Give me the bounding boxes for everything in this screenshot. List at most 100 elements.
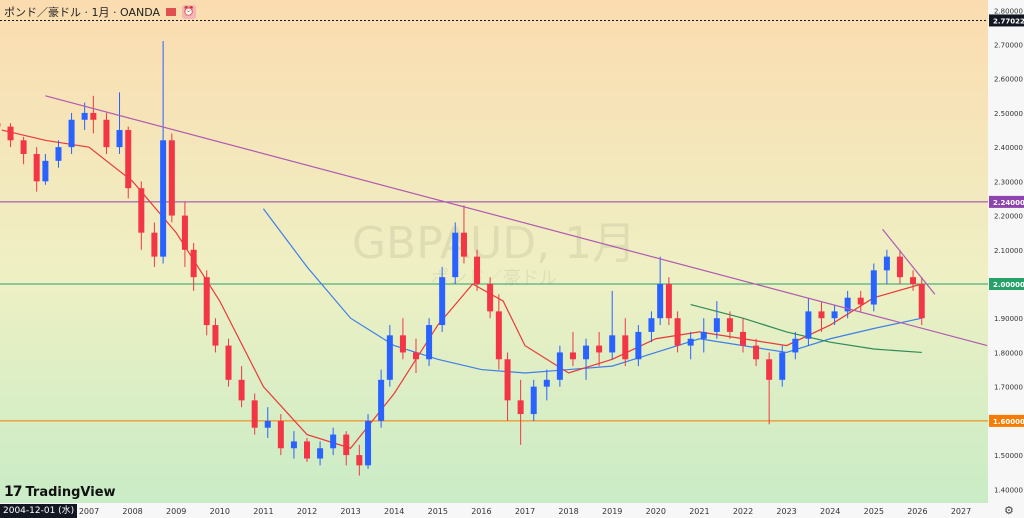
candle-body [304,441,310,459]
y-tick-label: 2.50000 [994,110,1023,118]
settings-gear-icon[interactable]: ⚙ [1004,504,1014,517]
candle-body [844,297,851,312]
candle-body [726,318,733,332]
x-tick-label: 2023 [776,507,796,516]
x-tick-label: 2013 [340,507,360,516]
candle-body [203,277,210,326]
x-tick-label: 2008 [122,507,142,516]
candle-body [365,420,372,466]
candle-body [687,338,694,346]
x-tick-label: 2022 [733,507,753,516]
watermark-name: ポンド／豪ドル [431,268,557,289]
candle-body [426,325,433,360]
candle-body [831,311,838,319]
x-tick-label: 2024 [820,507,840,516]
candle-body [622,335,629,360]
price-tag-0 [989,14,1024,27]
candle-body [212,325,219,346]
candle-body [609,335,616,353]
candle-body [504,359,511,401]
price-tag-label: 2.24000 [993,199,1024,207]
candle-body [918,284,925,319]
candle-body [665,284,672,319]
chart-title: ポンド／豪ドル · 1月 · OANDA [4,6,160,19]
price-tag-label: 2.77022 [993,17,1024,25]
candle-body [657,284,664,319]
candle-body [264,420,271,428]
candle-body [805,311,812,339]
y-tick-label: 2.60000 [994,76,1023,84]
candle-body [543,379,550,387]
x-tick-label: 2012 [297,507,317,516]
candle-body [343,434,350,456]
candle-body [125,130,132,189]
candle-body [857,297,864,305]
x-tick-label: 2018 [558,507,578,516]
candle-body [474,256,481,285]
candle-body [596,345,603,353]
y-tick-label: 2.70000 [994,41,1023,49]
x-tick-label: 2016 [471,507,491,516]
x-tick-label: 2009 [166,507,186,516]
bell-icon[interactable]: ⏰ [182,5,196,19]
x-tick-label: 2027 [951,507,971,516]
candle-body [635,331,642,360]
candle-body [517,400,524,415]
candle-body [413,352,419,360]
candle-body [190,249,197,278]
candle-body [460,232,467,257]
x-tick-label: 2026 [907,507,927,516]
candle-body [779,352,786,380]
candle-body [116,130,123,148]
x-tick-label: 2011 [253,507,273,516]
candle-body [870,270,877,305]
candle-body [713,318,720,332]
trendline-0[interactable] [45,95,988,347]
candle-body [356,455,363,466]
candle-body [251,400,258,428]
x-axis-panel[interactable] [0,503,988,518]
tradingview-logo[interactable]: 17 TradingView [4,484,116,500]
trendline-1[interactable] [882,228,936,295]
y-axis-panel[interactable] [988,0,1024,518]
candle-body [753,345,760,360]
x-tick-label: 2021 [689,507,709,516]
candle-body [81,112,88,120]
candle-body [439,277,446,326]
candle-body [896,256,903,278]
candle-body [277,420,284,449]
candle-body [740,331,746,346]
candle-body [151,232,158,257]
candle-body [7,126,14,141]
candle-body [68,119,75,148]
candle-body [55,147,62,161]
y-tick-label: 1.70000 [994,384,1023,392]
y-tick-label: 1.90000 [994,315,1023,323]
price-tag-label: 1.60000 [993,418,1024,426]
candle-body [181,215,188,250]
x-tick-label: 2019 [602,507,622,516]
candle-body [818,311,825,319]
candle-body [487,284,494,312]
x-tick-label: 2025 [864,507,884,516]
candle-body [452,232,459,278]
candle-body [103,119,110,148]
candle-body [317,448,324,459]
flag-icon [166,8,176,16]
price-tag-1 [989,195,1024,208]
candle-body [674,318,681,346]
price-tag-label: 2.00000 [993,281,1024,289]
x-tick-label: 2015 [428,507,448,516]
candles [0,41,925,476]
candle-body [225,345,232,380]
y-tick-label: 2.20000 [994,213,1023,221]
candle-body [910,277,917,285]
candle-body [399,335,406,353]
candle-body [583,345,590,360]
price-tag-2 [989,278,1024,291]
x-tick-label: 2010 [210,507,230,516]
y-tick-label: 2.40000 [994,144,1023,152]
candle-body [495,311,502,360]
